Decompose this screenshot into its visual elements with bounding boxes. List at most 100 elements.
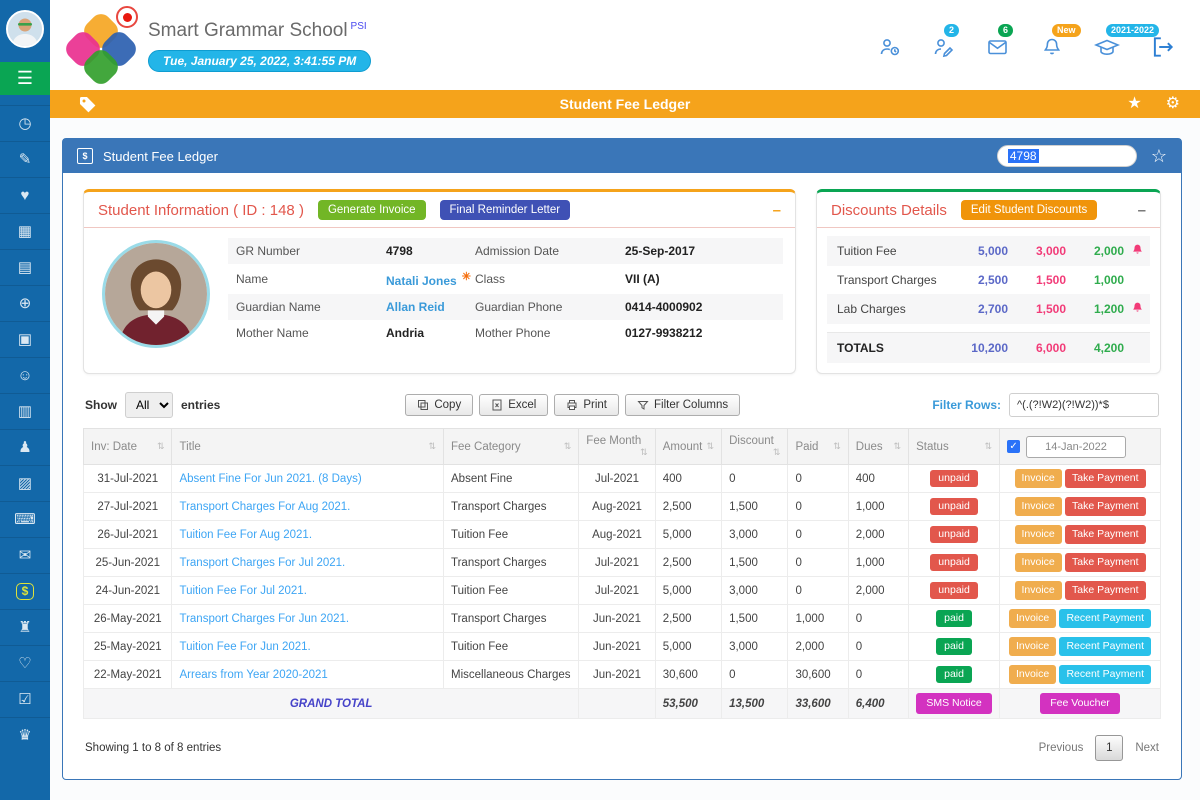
filter-rows-input[interactable]: [1009, 393, 1159, 417]
column-header-paid[interactable]: Paid⇅: [788, 429, 848, 465]
cell-category: Transport Charges: [444, 549, 579, 577]
logout-button[interactable]: [1150, 34, 1176, 60]
next-page-button[interactable]: Next: [1135, 742, 1159, 754]
copy-button[interactable]: Copy: [405, 394, 473, 416]
grand-total-discount: 13,500: [722, 689, 788, 719]
user-avatar[interactable]: [6, 10, 44, 48]
invoice-button[interactable]: Invoice: [1015, 553, 1062, 572]
column-header-title[interactable]: Title⇅: [172, 429, 444, 465]
sidebar-item-student-register[interactable]: ✎: [0, 141, 50, 177]
sidebar-item-hostel[interactable]: ♟: [0, 429, 50, 465]
invoice-button[interactable]: Invoice: [1015, 581, 1062, 600]
recent-payment-button[interactable]: Recent Payment: [1059, 609, 1151, 628]
generate-invoice-button[interactable]: Generate Invoice: [318, 200, 426, 220]
take-payment-button[interactable]: Take Payment: [1065, 525, 1146, 544]
notifications-button[interactable]: New: [1040, 35, 1064, 59]
avatar-image: [8, 12, 42, 46]
sidebar-item-attendance[interactable]: ▥: [0, 393, 50, 429]
invoice-button[interactable]: Invoice: [1015, 497, 1062, 516]
column-header-dues[interactable]: Dues⇅: [848, 429, 908, 465]
column-header-inv-date[interactable]: Inv: Date⇅: [84, 429, 172, 465]
collapse-student-card-button[interactable]: –: [773, 202, 781, 219]
recent-payment-button[interactable]: Recent Payment: [1059, 665, 1151, 684]
excel-button[interactable]: Excel: [479, 394, 548, 416]
filter-columns-button[interactable]: Filter Columns: [625, 394, 740, 416]
record-icon[interactable]: [116, 6, 138, 28]
reminder-bell-icon[interactable]: [1124, 243, 1144, 259]
school-suffix: PSI: [351, 21, 367, 32]
menu-toggle-button[interactable]: ☰: [0, 62, 50, 95]
sidebar-item-alumni[interactable]: ♜: [0, 609, 50, 645]
cell-actions: Invoice Recent Payment: [1000, 605, 1161, 633]
visitors-button[interactable]: [878, 35, 902, 59]
sidebar-item-frontdesk[interactable]: ⌨: [0, 501, 50, 537]
column-header-fee-month[interactable]: Fee Month⇅: [579, 429, 655, 465]
date-filter-input[interactable]: [1026, 436, 1126, 458]
edit-discounts-button[interactable]: Edit Student Discounts: [961, 200, 1097, 220]
column-header-status[interactable]: Status⇅: [909, 429, 1000, 465]
page-size-select[interactable]: All: [125, 392, 173, 418]
sidebar-item-academics[interactable]: ♛: [0, 717, 50, 753]
sidebar-item-certificates[interactable]: ♡: [0, 645, 50, 681]
cell-category: Transport Charges: [444, 493, 579, 521]
final-reminder-button[interactable]: Final Reminder Letter: [440, 200, 571, 220]
sidebar-item-fee-collection[interactable]: ▦: [0, 213, 50, 249]
sidebar-item-gallery[interactable]: ▨: [0, 465, 50, 501]
sidebar-item-website[interactable]: ⊕: [0, 285, 50, 321]
sms-notice-button[interactable]: SMS Notice: [916, 693, 991, 714]
page-number-button[interactable]: 1: [1095, 735, 1123, 761]
applicants-button[interactable]: 2: [932, 35, 956, 59]
field-value[interactable]: Allan Reid: [386, 300, 475, 314]
column-header-amount[interactable]: Amount⇅: [655, 429, 721, 465]
fee-title-link[interactable]: Tuition Fee For Jun 2021.: [179, 641, 310, 653]
fee-title-link[interactable]: Transport Charges For Aug 2021.: [179, 501, 350, 513]
sidebar-item-id-card[interactable]: ▤: [0, 249, 50, 285]
column-header-fee-category[interactable]: Fee Category⇅: [444, 429, 579, 465]
invoice-button[interactable]: Invoice: [1015, 525, 1062, 544]
field-value[interactable]: Natali Jones✳: [386, 270, 475, 288]
take-payment-button[interactable]: Take Payment: [1065, 497, 1146, 516]
collapse-discounts-card-button[interactable]: –: [1138, 202, 1146, 219]
fee-title-link[interactable]: Transport Charges For Jul 2021.: [179, 557, 345, 569]
pagination: Showing 1 to 8 of 8 entries Previous 1 N…: [85, 735, 1159, 761]
invoice-button[interactable]: Invoice: [1009, 609, 1056, 628]
column-header-discount[interactable]: Discount⇅: [722, 429, 788, 465]
invoice-button[interactable]: Invoice: [1015, 469, 1062, 488]
fee-title-link[interactable]: Transport Charges For Jun 2021.: [179, 613, 349, 625]
cell-date: 25-Jun-2021: [84, 549, 172, 577]
sidebar-item-tasks[interactable]: ☑: [0, 681, 50, 717]
fee-title-link[interactable]: Arrears from Year 2020-2021: [179, 669, 327, 681]
take-payment-button[interactable]: Take Payment: [1065, 469, 1146, 488]
sort-icon: ⇅: [428, 441, 436, 452]
fee-title-link[interactable]: Absent Fine For Jun 2021. (8 Days): [179, 473, 361, 485]
discount-value: 1,500: [1008, 302, 1066, 316]
bookmark-star-icon[interactable]: ☆: [1151, 147, 1167, 165]
fee-title-link[interactable]: Tuition Fee For Jul 2021.: [179, 585, 306, 597]
print-button[interactable]: Print: [554, 394, 619, 416]
previous-page-button[interactable]: Previous: [1039, 742, 1084, 754]
gr-number-search-input[interactable]: 4798: [997, 145, 1137, 167]
take-payment-button[interactable]: Take Payment: [1065, 553, 1146, 572]
header-icons: 2 6 New: [878, 0, 1200, 60]
take-payment-button[interactable]: Take Payment: [1065, 581, 1146, 600]
sidebar-item-mail-fees[interactable]: ✉: [0, 537, 50, 573]
sidebar-item-health[interactable]: ♥: [0, 177, 50, 213]
reminder-bell-icon[interactable]: [1124, 301, 1144, 317]
select-all-checkbox[interactable]: ✓: [1007, 440, 1020, 453]
invoice-button[interactable]: Invoice: [1009, 637, 1056, 656]
fee-title-link[interactable]: Tuition Fee For Aug 2021.: [179, 529, 312, 541]
cell-amount: 5,000: [655, 633, 721, 661]
discount-net: 1,200: [1066, 302, 1124, 316]
messages-button[interactable]: 6: [986, 35, 1010, 59]
sidebar-item-students[interactable]: ☺: [0, 357, 50, 393]
sidebar-item-dashboard[interactable]: ◷: [0, 105, 50, 141]
favorite-star-icon[interactable]: ★: [1127, 96, 1141, 112]
alert-flag-icon[interactable]: ✳: [462, 271, 471, 283]
sidebar-item-student-fee-ledger[interactable]: $: [0, 573, 50, 609]
session-button[interactable]: 2021-2022: [1094, 35, 1120, 59]
fee-voucher-button[interactable]: Fee Voucher: [1040, 693, 1120, 714]
sidebar-item-exams[interactable]: ▣: [0, 321, 50, 357]
settings-gear-icon[interactable]: ⚙: [1166, 96, 1180, 112]
invoice-button[interactable]: Invoice: [1009, 665, 1056, 684]
recent-payment-button[interactable]: Recent Payment: [1059, 637, 1151, 656]
